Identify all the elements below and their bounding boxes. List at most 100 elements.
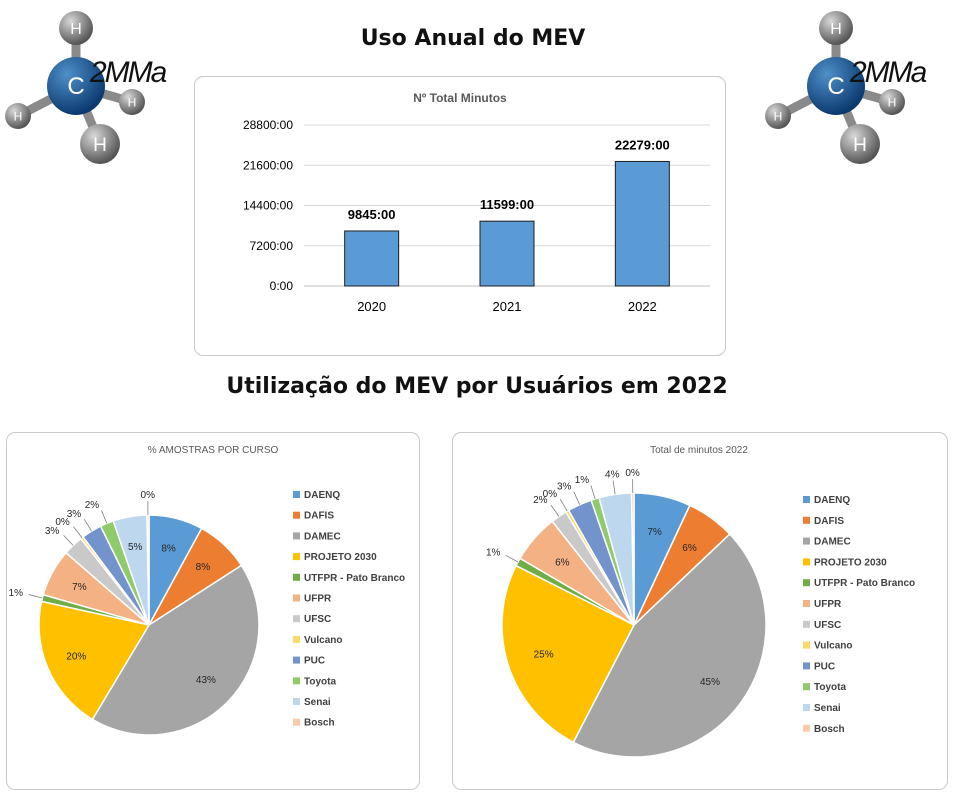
data-label: 5% [128,542,143,553]
data-label: 3% [557,481,572,492]
legend-swatch [293,677,300,685]
logo-hydrogen-atom [840,124,880,164]
logo-hydrogen-atom [119,89,145,115]
logo-carbon-atom [807,57,865,115]
chart-title: % AMOSTRAS POR CURSO [148,445,279,456]
data-label: 1% [486,547,501,558]
legend-swatch [803,704,810,711]
logo-hydrogen-atom [80,124,120,164]
legend-swatch [293,532,300,540]
legend-swatch [803,683,810,691]
bar-chart-panel: Nº Total Minutos 0:00 7200:00 14400:00 21600… [194,76,726,356]
logo-hydrogen-atom [879,89,905,115]
legend-swatch [293,635,300,643]
legend-swatch [293,511,300,519]
y-tick-label: 28800:00 [243,118,293,132]
pie-chart-samples-panel: % AMOSTRAS POR CURSO 8% 8% 43% 20% 1% 7% 3% 0% 3%… [6,432,420,790]
page-title: Uso Anual do MEV [360,26,586,51]
data-label: 0% [141,490,156,501]
data-label: 22279:00 [615,137,670,152]
bar [344,230,400,287]
logo-hydrogen-label: H [888,96,897,110]
data-label: 3% [45,526,60,537]
data-label: 20% [66,651,86,662]
legend-swatch [803,579,810,587]
legend-label: DAENQ [814,495,850,506]
section-title: Utilização do MEV por Usuários em 2022 [226,374,728,399]
pie-slice [91,564,260,736]
data-label: 8% [161,543,176,554]
pie-chart-minutes: Total de minutos 20227%6%45%25%1%6%2%0%3… [486,445,915,758]
data-label: 1% [9,588,24,599]
logo-hydrogen-label: H [14,110,23,124]
leader-line [101,510,108,524]
legend-label: PROJETO 2030 [814,557,887,568]
pie-slice [146,514,150,626]
legend-label: Toyota [814,682,846,693]
legend-swatch [803,516,810,524]
leader-line [590,485,596,499]
x-tick-label: 2021 [493,299,522,314]
legend-label: UFSC [304,614,331,625]
data-label: 0% [55,517,70,528]
logo-hydrogen-label: H [853,135,867,156]
legend-label: DAMEC [304,531,341,542]
legend-label: UFPR [304,594,332,605]
legend-label: PROJETO 2030 [304,552,377,563]
data-label: 7% [72,582,87,593]
legend-label: DAENQ [304,490,340,501]
pie-slice [38,600,151,721]
y-tick-label: 21600:00 [243,158,293,172]
legend-swatch [803,662,810,670]
legend-swatch [803,558,810,566]
logo-carbon-label: C [827,73,844,100]
legend-label: UTFPR - Pato Branco [304,573,405,584]
leader-line [83,519,92,532]
legend-label: DAFIS [814,516,844,527]
logo-hydrogen-atom [59,11,93,45]
data-label: 25% [534,649,554,660]
logo-hydrogen-atom [819,11,853,45]
y-tick-label: 0:00 [270,279,294,293]
leader-line [550,504,560,517]
legend-swatch [293,718,300,726]
logo-hydrogen-label: H [70,21,82,38]
legend-label: UFPR [814,599,842,610]
leader-line [73,526,83,539]
data-label: 7% [647,527,662,538]
legend-swatch [803,641,810,649]
legend-swatch [293,573,300,581]
logo-hydrogen-atom [765,103,791,129]
legend-swatch [803,620,810,628]
data-label: 3% [67,509,82,520]
y-tick-label: 14400:00 [243,199,293,213]
data-label: 8% [196,562,211,573]
legend-label: Senai [814,703,841,714]
logo-hydrogen-label: H [128,96,137,110]
leader-line [573,491,581,505]
logo-hydrogen-label: H [774,110,783,124]
bar-chart: Nº Total Minutos 0:00 7200:00 14400:00 21600… [243,91,710,314]
data-label: 9845:00 [348,207,396,222]
data-label: 6% [682,543,697,554]
pie-slice [501,564,636,744]
legend-swatch [803,600,810,607]
legend-label: PUC [814,661,835,672]
legend-swatch [293,656,300,664]
chart-title: Nº Total Minutos [413,91,507,105]
legend-swatch [803,537,810,545]
logo-wordmark: 2MMa [89,56,167,89]
legend-label: Toyota [304,676,336,687]
leader-line [63,534,74,546]
logo-hydrogen-atom [5,103,31,129]
data-label: 11599:00 [480,197,534,212]
logo-left: H H H H C 2MMa [5,11,169,164]
chart-title: Total de minutos 2022 [650,445,748,456]
legend-label: PUC [304,656,325,667]
x-tick-label: 2022 [628,299,657,314]
legend-swatch [803,724,810,732]
data-label: 1% [575,475,590,486]
pie-slice [572,533,767,758]
logo-carbon-label: C [67,73,84,100]
logo-right: H H H H C 2MMa [765,11,929,164]
